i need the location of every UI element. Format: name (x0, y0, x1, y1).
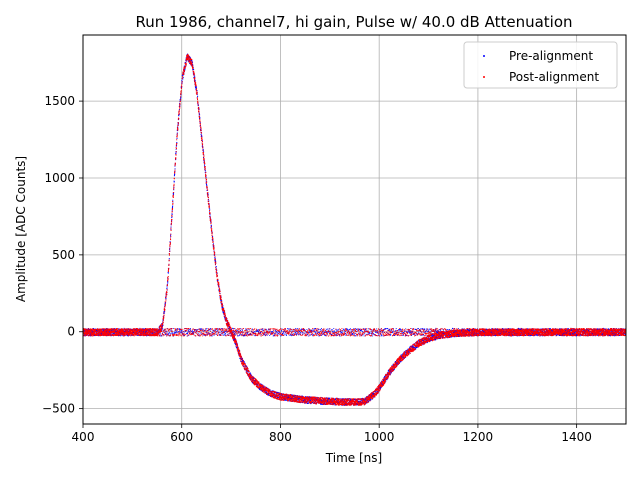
legend: Pre-alignment Post-alignment (463, 41, 618, 89)
legend-label-post-alignment: Post-alignment (509, 70, 599, 84)
x-tick-label-800: 800 (269, 430, 292, 444)
chart-title: Run 1986, channel7, hi gain, Pulse w/ 40… (135, 13, 572, 31)
x-tick-label-600: 600 (170, 430, 193, 444)
plot-area (83, 53, 626, 406)
legend-frame (463, 41, 618, 89)
x-tick-label-1200: 1200 (463, 430, 494, 444)
y-axis-label: Amplitude [ADC Counts] (14, 156, 28, 302)
axes-frame (82, 34, 627, 425)
legend-marker-pre-alignment (483, 55, 485, 57)
x-tick-label-400: 400 (72, 430, 95, 444)
grid-lines (82, 35, 626, 424)
x-axis-label: Time [ns] (325, 451, 382, 465)
x-tick-label-1000: 1000 (364, 430, 395, 444)
series-post-alignment (83, 53, 626, 406)
y-tick-label--500: −500 (42, 402, 75, 416)
y-tick-label-1000: 1000 (44, 171, 75, 185)
legend-label-pre-alignment: Pre-alignment (509, 49, 593, 63)
axes: 400 600 800 1000 1200 1400 −500 0 500 1000 1500 (42, 34, 627, 444)
y-tick-label-500: 500 (52, 248, 75, 262)
y-tick-label-0: 0 (67, 325, 75, 339)
x-tick-label-1400: 1400 (561, 430, 592, 444)
y-tick-label-1500: 1500 (44, 94, 75, 108)
legend-marker-post-alignment (483, 76, 485, 78)
